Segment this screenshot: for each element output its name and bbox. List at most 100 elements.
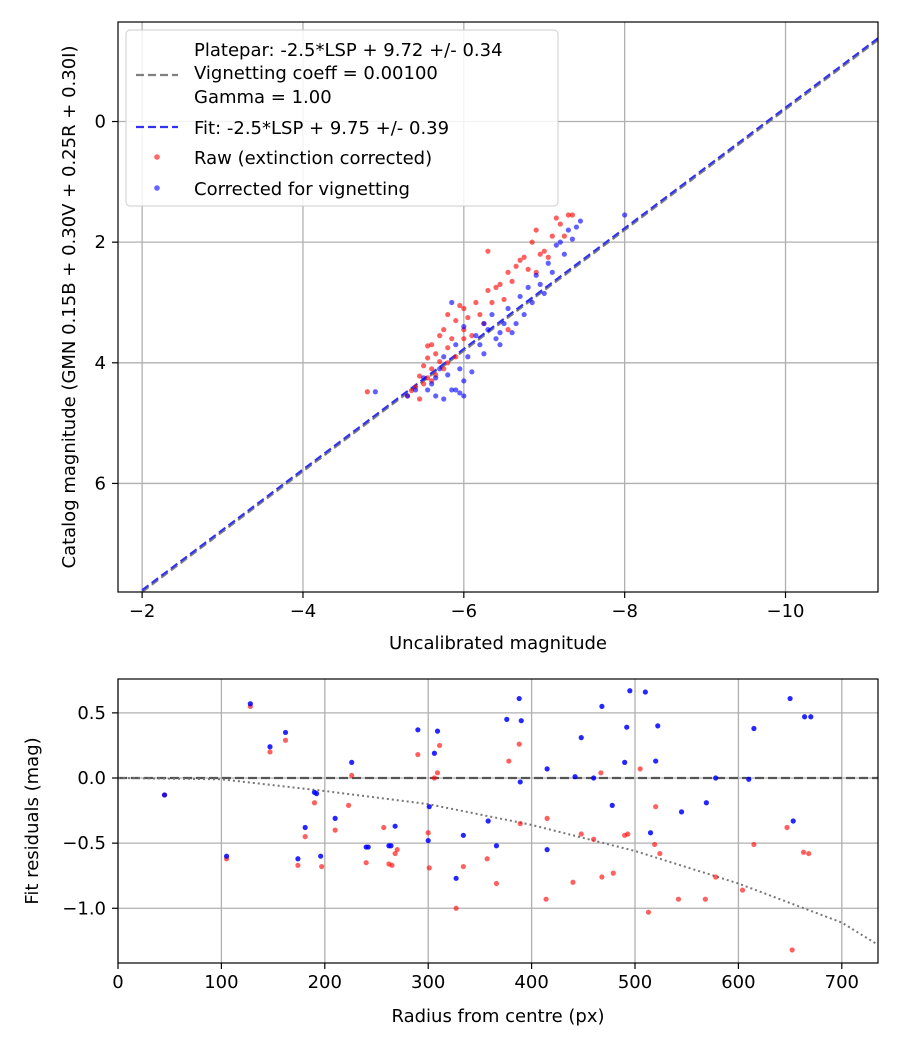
- corrected-residual-point: [808, 714, 814, 720]
- corrected-residual-point: [518, 718, 524, 724]
- top-x-tick-label: −10: [767, 601, 805, 622]
- corrected-point: [433, 375, 439, 381]
- raw-point: [497, 281, 503, 287]
- raw-residual-point: [570, 879, 576, 885]
- raw-point: [437, 358, 443, 365]
- raw-residual-point: [578, 831, 584, 837]
- corrected-point: [453, 387, 459, 393]
- bottom-ticks: 0 100 200 300 400 500 600 700 0.5 0.0 −0.5 −1.0: [62, 703, 859, 993]
- raw-point: [453, 317, 459, 324]
- corrected-residual-point: [746, 776, 752, 782]
- corrected-residual-point: [161, 792, 168, 798]
- corrected-point: [433, 393, 439, 399]
- top-x-tick-label: −4: [290, 601, 317, 622]
- vignetting-curve: [118, 777, 878, 946]
- legend-entry-vignetting: Vignetting coeff = 0.00100: [194, 63, 438, 84]
- raw-point: [493, 284, 499, 290]
- top-fit-lines: [141, 37, 878, 592]
- corrected-point: [541, 290, 547, 297]
- corrected-point: [449, 299, 455, 306]
- corrected-residual-point: [415, 727, 421, 733]
- bottom-x-tick-label: 300: [411, 972, 445, 993]
- fit-line: [141, 37, 878, 592]
- raw-residual-point: [425, 830, 431, 836]
- legend-corrected-swatch: [154, 185, 160, 191]
- corrected-point: [497, 342, 503, 348]
- raw-residual-point: [598, 770, 604, 776]
- raw-residual-point: [751, 841, 757, 848]
- raw-point: [425, 375, 431, 381]
- corrected-residual-point: [485, 818, 491, 824]
- raw-point: [445, 345, 451, 351]
- raw-residual-point: [434, 770, 441, 776]
- corrected-residual-point: [425, 837, 431, 844]
- bottom-x-axis-label: Radius from centre (px): [391, 1006, 604, 1027]
- raw-point: [485, 287, 491, 294]
- bottom-x-tick-label: 600: [721, 972, 755, 993]
- raw-residual-point: [484, 856, 490, 862]
- raw-point: [465, 314, 471, 321]
- corrected-point: [469, 369, 475, 375]
- raw-residual-point: [311, 800, 318, 806]
- platepar-line: [141, 39, 878, 592]
- top-x-axis-label: Uncalibrated magnitude: [389, 633, 607, 654]
- raw-residual-point: [702, 896, 708, 902]
- raw-residual-point: [389, 862, 395, 868]
- legend-entry-gamma: Gamma = 1.00: [194, 87, 332, 108]
- corrected-point: [453, 342, 459, 348]
- raw-residual-point: [516, 741, 522, 747]
- top-x-tick-label: −8: [611, 601, 638, 622]
- corrected-point: [372, 389, 378, 395]
- raw-point: [549, 233, 555, 239]
- raw-residual-point: [784, 824, 790, 831]
- corrected-residual-point: [313, 791, 320, 797]
- corrected-point: [465, 354, 471, 360]
- raw-point: [537, 251, 543, 257]
- corrected-point: [537, 281, 543, 287]
- corrected-point: [529, 299, 535, 306]
- corrected-residual-point: [622, 759, 628, 765]
- raw-point: [364, 389, 370, 395]
- raw-point: [489, 299, 495, 306]
- raw-point: [437, 333, 443, 339]
- raw-point: [429, 342, 435, 348]
- raw-point: [561, 233, 567, 239]
- legend-box: [125, 29, 559, 207]
- corrected-residual-point: [365, 844, 371, 850]
- raw-point: [469, 333, 475, 339]
- corrected-point: [429, 381, 435, 387]
- raw-residual-point: [426, 865, 432, 871]
- raw-point: [541, 248, 547, 254]
- top-x-tick-label: −2: [129, 601, 156, 622]
- raw-residual-point: [282, 737, 289, 743]
- top-ticks: −2 −4 −6 −8 −10 0 2 4 6: [95, 112, 805, 622]
- corrected-point: [517, 293, 523, 300]
- corrected-point: [457, 366, 463, 372]
- legend-entry-corrected: Corrected for vignetting: [194, 179, 410, 200]
- corrected-residual-point: [655, 723, 661, 729]
- corrected-point: [622, 212, 628, 218]
- raw-point: [461, 336, 467, 342]
- corrected-residual-point: [572, 774, 578, 780]
- raw-point: [457, 302, 463, 309]
- raw-residual-point: [800, 849, 807, 855]
- raw-residual-point: [415, 751, 421, 758]
- raw-residual-point: [267, 749, 273, 755]
- raw-point: [473, 299, 479, 306]
- bottom-x-tick-label: 700: [825, 972, 859, 993]
- raw-residual-point: [436, 742, 443, 749]
- bottom-y-axis-label: Fit residuals (mag): [22, 737, 43, 904]
- corrected-point: [509, 330, 515, 336]
- raw-residual-point: [363, 860, 369, 866]
- corrected-point: [461, 324, 467, 330]
- bottom-x-tick-label: 400: [514, 972, 548, 993]
- raw-point: [521, 254, 527, 260]
- corrected-point: [425, 387, 431, 393]
- legend-entry-raw: Raw (extinction corrected): [194, 148, 432, 169]
- corrected-point: [565, 227, 571, 233]
- raw-residual-point: [517, 821, 523, 827]
- corrected-point: [481, 320, 487, 327]
- raw-residual-point: [591, 836, 597, 842]
- legend-raw-swatch: [154, 154, 160, 160]
